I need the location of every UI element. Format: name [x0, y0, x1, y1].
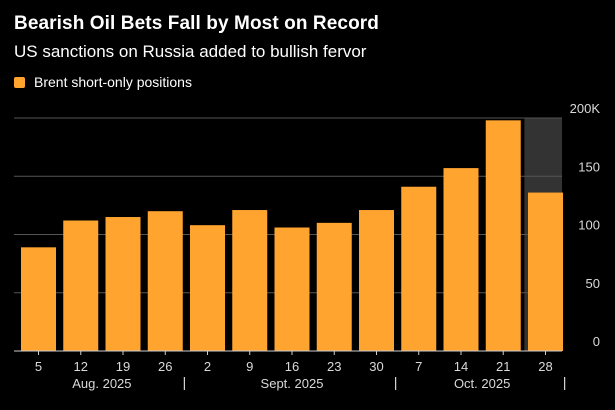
bar-10	[443, 168, 479, 351]
month-label-2: Oct. 2025	[454, 376, 510, 391]
bar-3	[147, 211, 183, 351]
bar-6	[274, 227, 310, 351]
x-tick-label-4: 2	[204, 359, 211, 374]
x-tick-label-10: 14	[454, 359, 468, 374]
bar-7	[316, 222, 352, 351]
x-tick-label-9: 7	[415, 359, 422, 374]
bar-5	[232, 210, 268, 351]
chart-legend: Brent short-only positions	[14, 74, 192, 90]
y-tick-label-50: 50	[586, 276, 600, 291]
bar-9	[401, 186, 437, 351]
y-tick-label-0: 0	[593, 334, 600, 349]
y-tick-label-200: 200K	[570, 101, 601, 116]
y-tick-label-100: 100	[578, 218, 600, 233]
x-tick-label-6: 16	[285, 359, 299, 374]
month-label-1: Sept. 2025	[261, 376, 324, 391]
x-tick-label-11: 21	[496, 359, 510, 374]
bar-1	[63, 220, 99, 351]
legend-swatch-brent	[14, 76, 25, 88]
legend-label-brent: Brent short-only positions	[34, 74, 192, 90]
x-tick-label-0: 5	[35, 359, 42, 374]
bar-4	[190, 225, 225, 351]
chart-subtitle: US sanctions on Russia added to bullish …	[14, 42, 367, 61]
month-label-0: Aug. 2025	[72, 376, 131, 391]
bar-2	[105, 217, 141, 351]
chart-title: Bearish Oil Bets Fall by Most on Record	[14, 13, 379, 34]
bar-11	[485, 120, 521, 351]
bar-12	[528, 192, 563, 351]
bar-8	[359, 210, 394, 351]
x-tick-label-7: 23	[327, 359, 341, 374]
y-tick-label-150: 150	[578, 159, 600, 174]
x-tick-label-5: 9	[246, 359, 253, 374]
x-tick-label-1: 12	[74, 359, 88, 374]
bar-0	[21, 247, 56, 351]
x-tick-label-8: 30	[369, 359, 383, 374]
x-tick-label-12: 28	[538, 359, 552, 374]
x-tick-label-3: 26	[158, 359, 172, 374]
x-tick-label-2: 19	[116, 359, 130, 374]
